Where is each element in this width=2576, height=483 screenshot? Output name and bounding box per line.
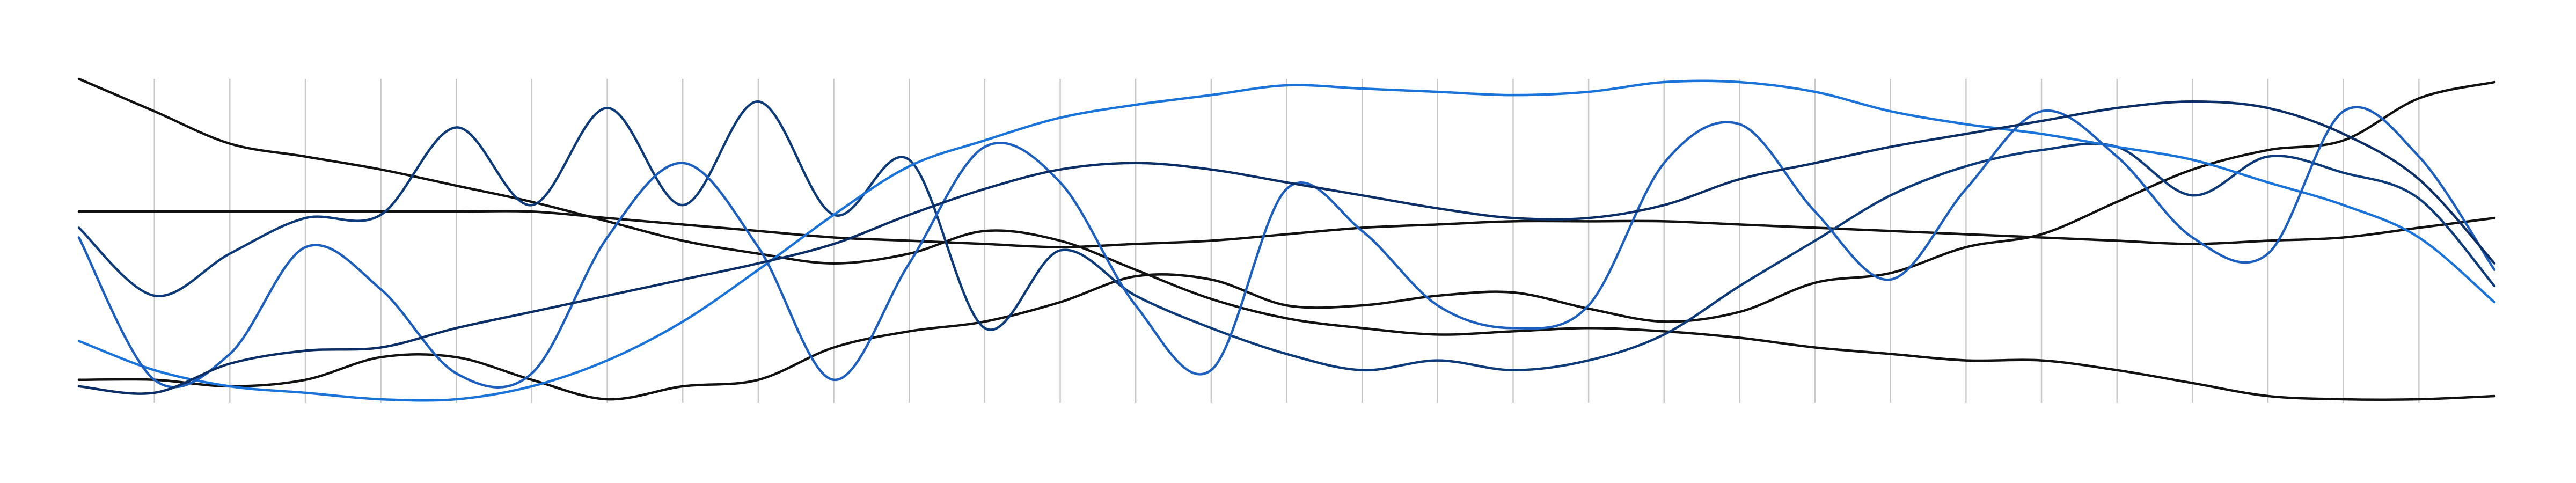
series-line xyxy=(77,100,2496,372)
series-line xyxy=(77,77,2496,401)
series-line xyxy=(77,210,2496,248)
series-line xyxy=(77,80,2496,401)
series-line xyxy=(77,100,2496,395)
series-line xyxy=(77,106,2496,389)
series-line xyxy=(77,79,2496,402)
